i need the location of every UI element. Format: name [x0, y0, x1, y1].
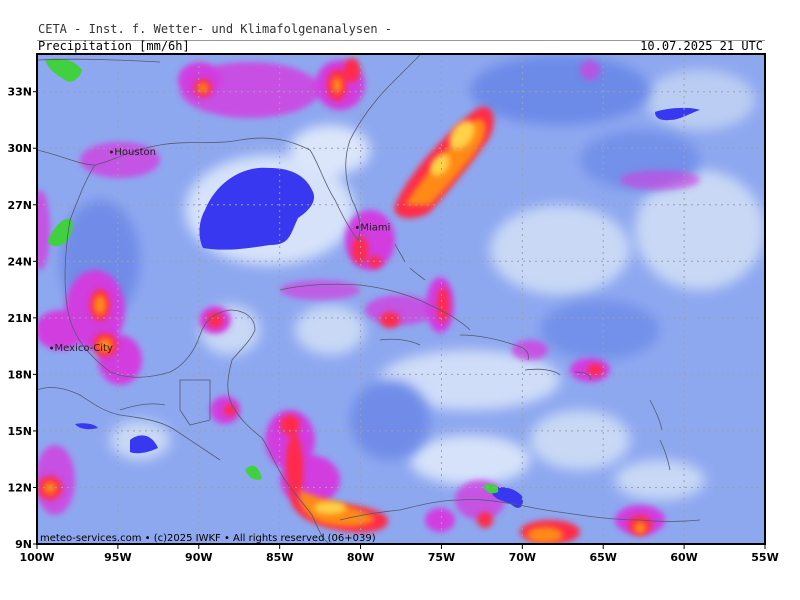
chart-title: CETA - Inst. f. Wetter- und Klimafolgena… [38, 22, 393, 36]
lat-tick-label: 18N [7, 368, 32, 381]
lon-tick-label: 60W [670, 551, 697, 564]
snow-or-mixed-areas [45, 58, 499, 494]
copyright-credit: meteo-services.com • (c)2025 IWKF • All … [40, 533, 376, 544]
map-frame [36, 53, 766, 545]
lat-tick-label: 15N [7, 425, 32, 438]
city-dot [355, 225, 359, 229]
extreme-precip-areas [314, 120, 475, 514]
city-label: Mexico-City [55, 343, 113, 354]
longitude-axis: 100W 95W 90W 85W 80W 75W 70W 65W 60W 55W [19, 544, 779, 564]
header-divider [37, 40, 765, 55]
no-precip-areas [75, 107, 700, 508]
lon-tick-label: 95W [104, 551, 131, 564]
city-label: Miami [360, 222, 390, 233]
lat-lon-grid [37, 54, 765, 544]
lat-tick-label: 9N [15, 538, 32, 551]
city-dot [50, 346, 54, 350]
lon-tick-label: 80W [347, 551, 374, 564]
lon-tick-label: 70W [509, 551, 536, 564]
parameter-label: Precipitation [mm/6h] [38, 39, 190, 53]
city-markers: Houston Miami Mexico-City [50, 147, 390, 354]
city-label: Houston [114, 147, 156, 158]
lat-tick-label: 12N [7, 481, 32, 494]
lat-tick-label: 24N [7, 255, 32, 268]
lon-tick-label: 75W [428, 551, 455, 564]
lon-tick-label: 65W [589, 551, 616, 564]
city-dot [109, 150, 113, 154]
lon-tick-label: 100W [19, 551, 54, 564]
lon-tick-label: 90W [185, 551, 212, 564]
coastlines [37, 54, 701, 544]
lat-tick-label: 30N [7, 142, 32, 155]
lat-tick-label: 33N [7, 86, 32, 99]
lon-tick-label: 55W [751, 551, 778, 564]
lon-tick-label: 85W [266, 551, 293, 564]
lat-tick-label: 21N [7, 312, 32, 325]
valid-time: 10.07.2025 21 UTC [640, 39, 763, 53]
lat-tick-label: 27N [7, 199, 32, 212]
latitude-axis: 9N 12N 15N 18N 21N 24N 27N 30N 33N [7, 86, 37, 551]
